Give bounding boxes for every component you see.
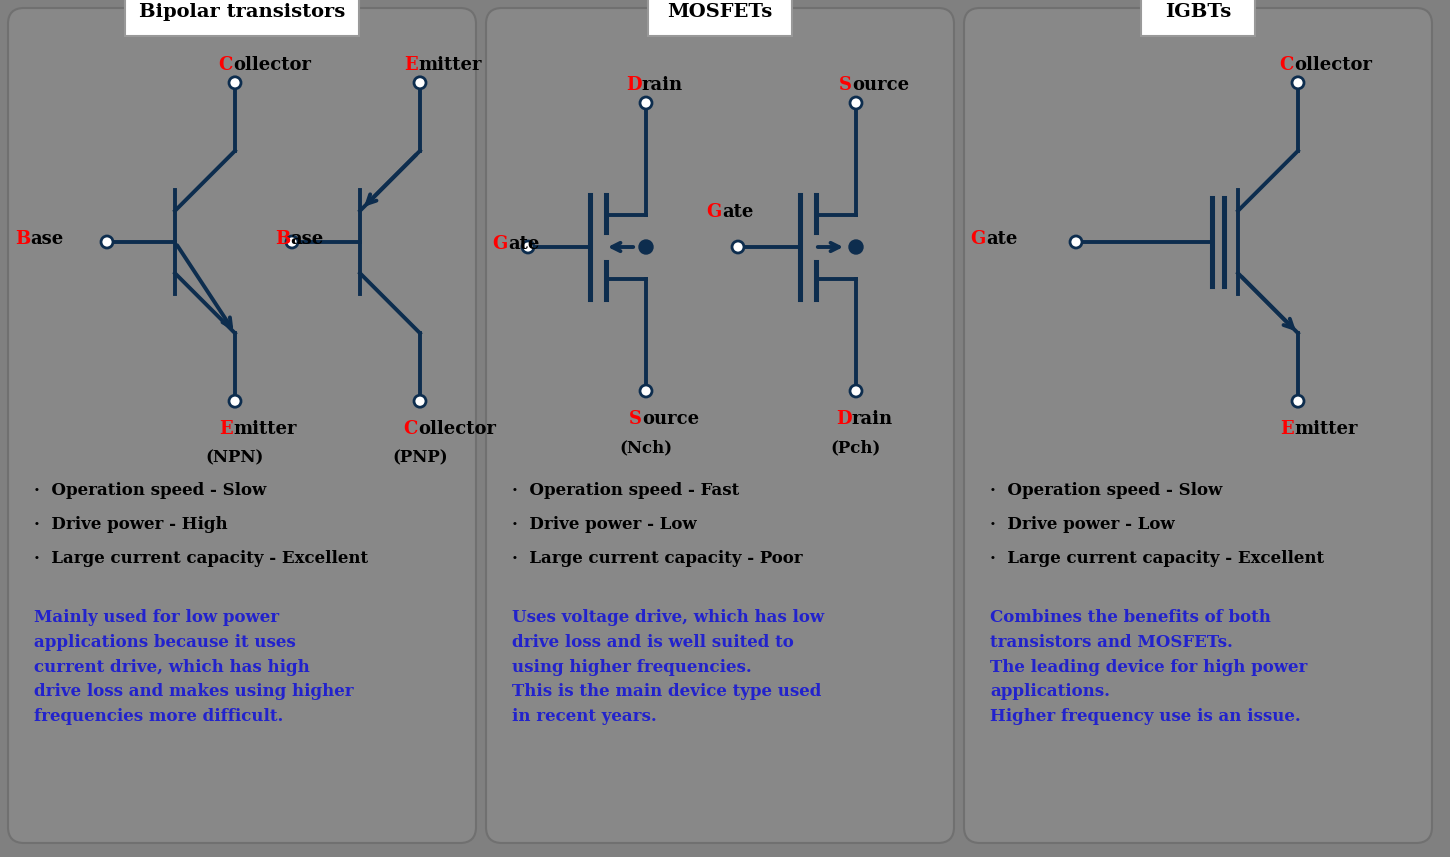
Text: ollector: ollector bbox=[418, 420, 496, 438]
Text: (Nch): (Nch) bbox=[619, 439, 673, 456]
Text: (NPN): (NPN) bbox=[206, 449, 264, 466]
Circle shape bbox=[1292, 77, 1304, 89]
Text: ource: ource bbox=[853, 76, 909, 94]
Circle shape bbox=[1070, 236, 1082, 248]
Circle shape bbox=[639, 240, 652, 254]
Text: ·  Large current capacity - Excellent: · Large current capacity - Excellent bbox=[33, 550, 368, 567]
Text: E: E bbox=[219, 420, 233, 438]
Circle shape bbox=[522, 241, 534, 253]
Text: ase: ase bbox=[290, 230, 323, 248]
Text: E: E bbox=[1280, 420, 1293, 438]
Text: mitter: mitter bbox=[1293, 420, 1357, 438]
Text: ate: ate bbox=[507, 235, 539, 253]
Text: G: G bbox=[970, 230, 986, 248]
Text: MOSFETs: MOSFETs bbox=[667, 3, 773, 21]
Text: mitter: mitter bbox=[233, 420, 296, 438]
Text: ollector: ollector bbox=[1293, 56, 1372, 74]
Text: C: C bbox=[219, 56, 233, 74]
Text: Bipolar transistors: Bipolar transistors bbox=[139, 3, 345, 21]
Text: Mainly used for low power
applications because it uses
current drive, which has : Mainly used for low power applications b… bbox=[33, 609, 354, 725]
Text: C: C bbox=[1279, 56, 1293, 74]
Text: Uses voltage drive, which has low
drive loss and is well suited to
using higher : Uses voltage drive, which has low drive … bbox=[512, 609, 824, 725]
Text: ate: ate bbox=[986, 230, 1018, 248]
Text: ollector: ollector bbox=[233, 56, 310, 74]
Text: ate: ate bbox=[722, 203, 754, 221]
Text: (PNP): (PNP) bbox=[392, 449, 448, 466]
Text: ·  Operation speed - Slow: · Operation speed - Slow bbox=[990, 482, 1222, 499]
Circle shape bbox=[639, 385, 652, 397]
Circle shape bbox=[850, 240, 863, 254]
Text: G: G bbox=[493, 235, 508, 253]
FancyBboxPatch shape bbox=[1141, 0, 1256, 36]
Text: G: G bbox=[706, 203, 722, 221]
Circle shape bbox=[415, 77, 426, 89]
FancyBboxPatch shape bbox=[648, 0, 792, 36]
Text: D: D bbox=[626, 76, 642, 94]
Text: ·  Large current capacity - Excellent: · Large current capacity - Excellent bbox=[990, 550, 1324, 567]
Circle shape bbox=[850, 385, 861, 397]
Text: B: B bbox=[274, 230, 290, 248]
Circle shape bbox=[415, 395, 426, 407]
Text: rain: rain bbox=[853, 410, 893, 428]
FancyBboxPatch shape bbox=[964, 8, 1433, 843]
Text: S: S bbox=[629, 410, 642, 428]
FancyBboxPatch shape bbox=[9, 8, 476, 843]
Circle shape bbox=[286, 236, 299, 248]
Text: ·  Operation speed - Slow: · Operation speed - Slow bbox=[33, 482, 267, 499]
Circle shape bbox=[102, 236, 113, 248]
Text: rain: rain bbox=[642, 76, 683, 94]
Circle shape bbox=[850, 97, 861, 109]
Text: ource: ource bbox=[642, 410, 699, 428]
Text: ·  Operation speed - Fast: · Operation speed - Fast bbox=[512, 482, 740, 499]
Circle shape bbox=[229, 395, 241, 407]
Text: ase: ase bbox=[30, 230, 64, 248]
Text: ·  Drive power - Low: · Drive power - Low bbox=[990, 516, 1174, 533]
Text: B: B bbox=[14, 230, 30, 248]
Circle shape bbox=[229, 77, 241, 89]
Text: ·  Large current capacity - Poor: · Large current capacity - Poor bbox=[512, 550, 803, 567]
FancyBboxPatch shape bbox=[486, 8, 954, 843]
Text: (Pch): (Pch) bbox=[831, 439, 882, 456]
Text: E: E bbox=[405, 56, 418, 74]
Text: D: D bbox=[837, 410, 853, 428]
Circle shape bbox=[732, 241, 744, 253]
Text: ·  Drive power - Low: · Drive power - Low bbox=[512, 516, 696, 533]
Text: ·  Drive power - High: · Drive power - High bbox=[33, 516, 228, 533]
Text: mitter: mitter bbox=[418, 56, 481, 74]
Text: S: S bbox=[840, 76, 853, 94]
Circle shape bbox=[639, 97, 652, 109]
FancyBboxPatch shape bbox=[125, 0, 360, 36]
Text: IGBTs: IGBTs bbox=[1164, 3, 1231, 21]
Text: C: C bbox=[403, 420, 418, 438]
Text: Combines the benefits of both
transistors and MOSFETs.
The leading device for hi: Combines the benefits of both transistor… bbox=[990, 609, 1308, 725]
Circle shape bbox=[1292, 395, 1304, 407]
